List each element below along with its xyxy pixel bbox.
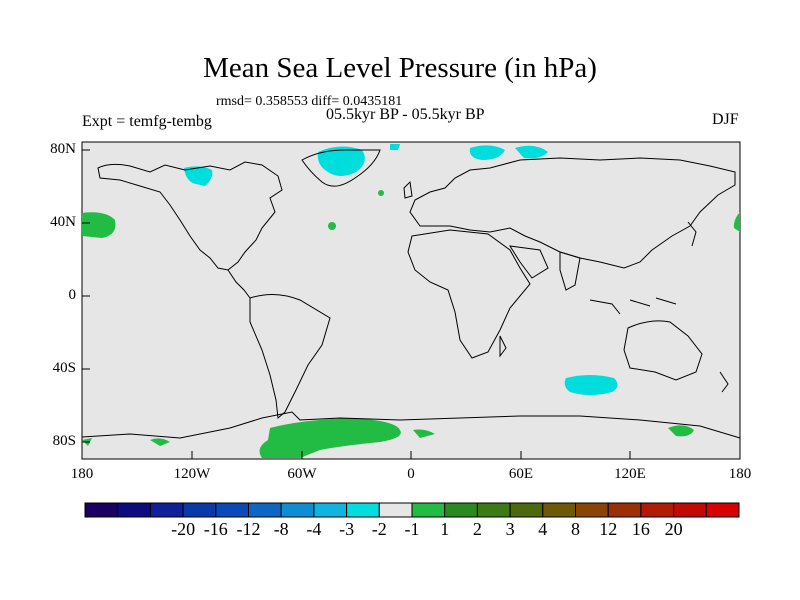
lat-tick-label: 40S: [52, 360, 76, 376]
coast-north-america: [97, 161, 283, 271]
colorbar-box: [346, 502, 380, 518]
lon-tick-label: 120E: [614, 466, 646, 482]
colorbar-tick-label: 4: [538, 519, 548, 539]
lon-tick-label: 180: [70, 466, 94, 482]
colorbar-tick-label: 16: [631, 519, 650, 539]
coast-europe-asia: [409, 157, 736, 269]
colorbar-tick-label: 20: [664, 519, 683, 539]
lon-tick-label: 180: [728, 466, 752, 482]
anomaly-north-atlantic-dot: [378, 190, 384, 196]
coast-uk: [403, 180, 413, 199]
colorbar-box: [149, 502, 184, 518]
colorbar-box: [280, 502, 315, 518]
colorbar-box: [117, 502, 151, 518]
experiment-label: Expt = temfg-tembg: [82, 113, 212, 130]
anomaly-indian-ocean: [564, 375, 618, 395]
positive-anomaly-regions: [82, 190, 740, 458]
anomaly-antarctic-small2: [413, 429, 435, 438]
coast-central-america: [227, 269, 251, 299]
coast-south-america: [249, 294, 331, 419]
anomaly-antarctic-atlantic: [259, 418, 401, 458]
colorbar-box: [411, 502, 446, 518]
colorbar-box: [476, 502, 511, 518]
anomaly-arctic-canada: [184, 166, 213, 186]
negative-anomaly-regions: [184, 144, 618, 395]
colorbar-box: [673, 502, 707, 518]
coast-australia: [623, 320, 703, 381]
colorbar-tick-label: 8: [571, 519, 580, 539]
colorbar-box: [215, 502, 250, 518]
anomaly-pacific-east: [733, 212, 740, 232]
lon-tick-label: 60W: [287, 466, 317, 482]
colorbar-tick-label: -16: [203, 519, 228, 539]
lon-tick-label: 0: [407, 466, 415, 482]
lon-tick-label: 60E: [508, 466, 534, 482]
colorbar-tick-label: 3: [505, 519, 515, 539]
coast-new-zealand: [719, 371, 729, 393]
coast-japan: [687, 221, 697, 247]
anomaly-atlantic-dot: [328, 222, 336, 230]
coast-africa: [407, 229, 531, 359]
coast-madagascar: [499, 335, 507, 358]
colorbar-tick-label: -2: [371, 519, 387, 539]
anomaly-antarctic-small1: [150, 438, 170, 446]
colorbar-box: [444, 502, 478, 518]
colorbar-tick-label: -4: [306, 519, 322, 539]
colorbar-tick-label: -8: [273, 519, 289, 539]
anomaly-arctic-russia: [469, 145, 505, 160]
coast-arabia-india: [509, 245, 581, 291]
colorbar-tick-label: 2: [472, 519, 482, 539]
colorbar-box: [509, 502, 544, 518]
stats-text: rmsd= 0.358553 diff= 0.0435181: [216, 94, 403, 109]
coast-indonesia: [589, 297, 677, 315]
lat-tick-label: 40N: [50, 214, 76, 230]
lat-tick-label: 80N: [50, 141, 76, 157]
lat-tick-label: 80S: [52, 433, 76, 449]
colorbar: [84, 502, 740, 518]
colorbar-box: [705, 502, 740, 518]
colorbar-box: [313, 502, 348, 518]
colorbar-tick-label: -3: [339, 519, 355, 539]
season-label: DJF: [712, 111, 739, 128]
colorbar-tick-label: 12: [599, 519, 618, 539]
colorbar-box: [607, 502, 642, 518]
colorbar-box: [182, 502, 217, 518]
colorbar-box: [84, 502, 119, 518]
colorbar-box: [378, 502, 413, 518]
anomaly-pacific-west: [82, 212, 116, 238]
colorbar-tick-label: -1: [404, 519, 420, 539]
colorbar-box: [575, 502, 609, 518]
colorbar-tick-label: -20: [171, 519, 196, 539]
colorbar-box: [542, 502, 576, 518]
lon-tick-label: 120W: [173, 466, 211, 482]
anomaly-siberia: [515, 145, 548, 159]
colorbar-tick-label: -12: [236, 519, 261, 539]
period-text: 05.5kyr BP - 05.5kyr BP: [326, 106, 485, 123]
anomaly-antarctic-east: [668, 425, 694, 437]
map-title: Mean Sea Level Pressure (in hPa): [203, 52, 597, 84]
coastlines: [81, 149, 741, 439]
colorbar-box: [248, 502, 282, 518]
colorbar-box: [640, 502, 675, 518]
colorbar-tick-label: 1: [440, 519, 450, 539]
anomaly-greenland: [317, 146, 365, 176]
map-ticks: [81, 149, 741, 459]
coast-antarctica: [81, 411, 741, 439]
anomaly-iceland: [390, 144, 400, 150]
coast-greenland: [301, 149, 381, 187]
lat-tick-label: 0: [68, 287, 77, 303]
